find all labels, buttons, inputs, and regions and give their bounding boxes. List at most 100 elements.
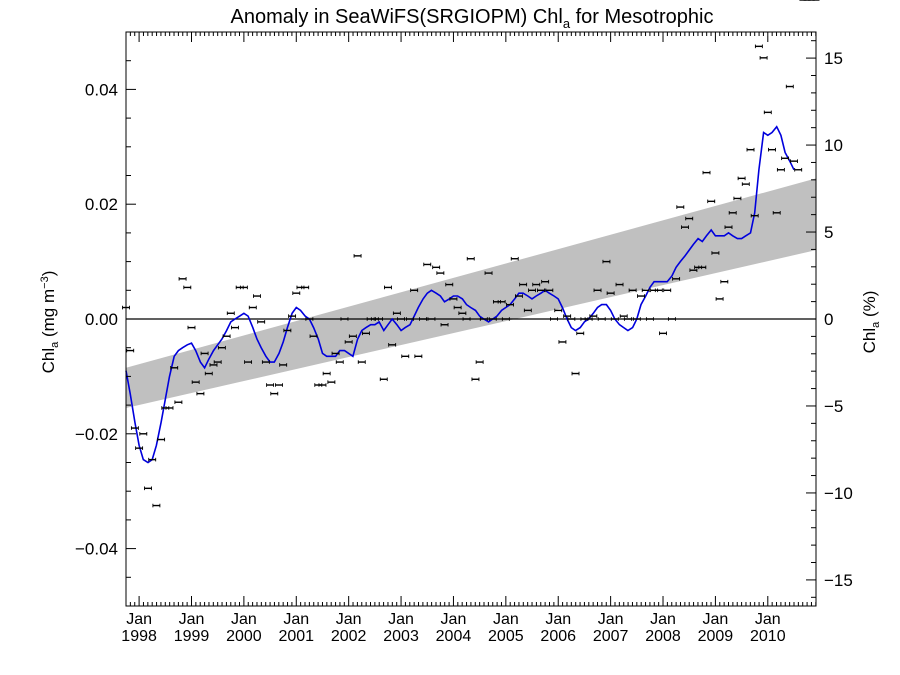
data-point xyxy=(196,391,205,396)
data-point xyxy=(558,340,567,344)
y-left-tick-label: −0.04 xyxy=(75,540,118,559)
data-point xyxy=(392,311,401,316)
chart-title: Anomaly in SeaWiFS(SRGIOPM) Chla for Mes… xyxy=(231,6,714,31)
x-tick-month-label: Jan xyxy=(493,611,519,628)
chart-title-main: Anomaly in SeaWiFS(SRGIOPM) Chl xyxy=(231,6,563,28)
data-point xyxy=(231,325,239,330)
data-point xyxy=(445,282,454,287)
data-point xyxy=(226,311,235,316)
data-point xyxy=(423,262,432,267)
data-point xyxy=(698,265,707,270)
data-point xyxy=(584,317,593,321)
data-point xyxy=(763,110,772,115)
data-point xyxy=(327,380,336,384)
data-point xyxy=(768,147,776,152)
data-point xyxy=(689,268,698,273)
data-point xyxy=(576,331,585,336)
y-right-tick-label: 0 xyxy=(824,310,833,329)
y-right-label-sub: a xyxy=(870,321,882,328)
data-point xyxy=(305,317,314,321)
data-point xyxy=(414,354,423,359)
data-point xyxy=(741,182,750,186)
y-right-tick-label: −15 xyxy=(824,571,853,590)
data-point xyxy=(602,259,611,264)
data-point xyxy=(348,334,357,339)
data-point xyxy=(204,371,213,376)
y-left-label-main: Chl xyxy=(39,348,58,374)
data-point xyxy=(126,348,135,353)
data-point xyxy=(563,314,572,318)
data-point xyxy=(419,317,428,321)
data-point xyxy=(554,308,563,313)
trend-band xyxy=(126,178,816,408)
data-point xyxy=(623,317,632,321)
x-tick-year-label: 2003 xyxy=(383,628,419,645)
y-right-label-rest: (%) xyxy=(860,291,879,322)
x-tick-month-label: Jan xyxy=(336,611,362,628)
data-point xyxy=(528,288,536,293)
data-point xyxy=(449,297,458,301)
x-tick-month-label: Jan xyxy=(755,611,781,628)
data-point xyxy=(654,288,663,293)
y-right-tick-label: −10 xyxy=(824,484,853,503)
data-point xyxy=(292,291,301,295)
data-point xyxy=(440,322,449,327)
data-point xyxy=(593,288,602,293)
y-left-label-rest: (mg m xyxy=(39,289,58,342)
data-point xyxy=(427,317,436,321)
data-point xyxy=(239,285,248,290)
x-tick-year-label: 2009 xyxy=(698,628,734,645)
axes: −0.04−0.020.000.020.04−15−10−5051015Jan1… xyxy=(75,31,853,645)
data-point xyxy=(178,277,187,281)
data-point xyxy=(628,288,637,293)
data-point xyxy=(785,84,794,89)
y-left-tick-label: −0.02 xyxy=(75,425,118,444)
data-point xyxy=(410,288,419,293)
data-point xyxy=(340,317,349,321)
data-point xyxy=(357,360,366,364)
data-point xyxy=(222,334,231,339)
data-point xyxy=(130,426,139,430)
data-point xyxy=(702,170,711,175)
data-point xyxy=(471,377,480,382)
data-point xyxy=(139,432,148,436)
data-point xyxy=(776,167,785,172)
data-point xyxy=(384,285,392,290)
data-point xyxy=(532,282,541,287)
data-point xyxy=(322,371,331,376)
x-tick-year-label: 1998 xyxy=(121,628,157,645)
x-tick-year-label: 2005 xyxy=(488,628,524,645)
data-point xyxy=(144,486,152,491)
data-point xyxy=(362,331,370,336)
data-point xyxy=(589,314,598,318)
x-tick-year-label: 2010 xyxy=(750,628,786,645)
x-tick-year-label: 2004 xyxy=(436,628,472,645)
x-tick-year-label: 2000 xyxy=(226,628,262,645)
data-point xyxy=(309,334,318,339)
x-tick-year-label: 2007 xyxy=(593,628,629,645)
data-point xyxy=(244,360,253,364)
data-point xyxy=(632,317,641,321)
data-point xyxy=(335,360,344,364)
data-point xyxy=(606,291,615,295)
data-point xyxy=(261,360,270,364)
data-point xyxy=(781,156,790,161)
data-point xyxy=(170,365,179,370)
data-point xyxy=(545,288,554,293)
data-point xyxy=(253,294,261,298)
y-right-tick-label: −5 xyxy=(824,397,843,416)
y-left-label-close: ) xyxy=(39,271,58,277)
x-tick-month-label: Jan xyxy=(650,611,676,628)
data-point xyxy=(615,282,624,287)
data-point xyxy=(401,354,410,359)
data-point xyxy=(406,317,414,321)
y-axis-left-label: Chla (mg m−3) xyxy=(39,271,61,374)
data-point xyxy=(724,225,733,229)
data-point xyxy=(672,277,681,281)
data-point xyxy=(541,279,550,284)
data-point xyxy=(388,343,397,347)
data-point xyxy=(707,199,716,204)
data-point xyxy=(397,317,406,321)
data-point xyxy=(728,211,737,215)
